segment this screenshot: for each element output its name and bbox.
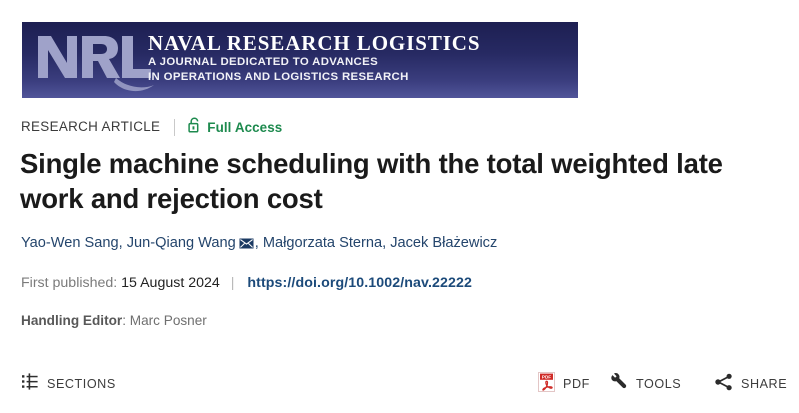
share-button[interactable]: SHARE — [714, 372, 787, 396]
author-name[interactable]: Yao-Wen Sang — [21, 235, 119, 251]
pdf-label: PDF — [563, 377, 590, 391]
share-nodes-icon — [714, 373, 733, 396]
type-divider — [174, 118, 176, 136]
handling-editor-label: Handling Editor — [21, 313, 123, 328]
open-lock-icon — [188, 116, 201, 138]
sections-button[interactable]: SECTIONS — [22, 372, 116, 396]
author-name[interactable]: Jun-Qiang Wang — [126, 235, 236, 251]
full-access-badge: Full Access — [188, 116, 283, 138]
handling-editor-name: Marc Posner — [129, 313, 207, 328]
share-label: SHARE — [741, 377, 788, 391]
publication-row: First published: 15 August 2024 | https:… — [21, 273, 472, 293]
journal-tagline-line1: A JOURNAL DEDICATED TO ADVANCES — [148, 56, 379, 68]
envelope-icon[interactable] — [239, 235, 254, 255]
sections-label: SECTIONS — [47, 377, 116, 391]
author-list: Yao-Wen Sang, Jun-Qiang Wang , Małgorzat… — [21, 233, 497, 255]
pdf-icon: PDF — [538, 371, 555, 397]
tools-label: TOOLS — [636, 377, 682, 391]
article-type-row: RESEARCH ARTICLE Full Access — [21, 116, 283, 138]
pdf-button[interactable]: PDF PDF — [538, 371, 590, 397]
first-published-label: First published: — [21, 275, 118, 291]
page-title: Single machine scheduling with the total… — [20, 148, 723, 214]
nrl-lettermark-icon — [36, 26, 154, 96]
doi-link[interactable]: https://doi.org/10.1002/nav.22222 — [247, 275, 472, 291]
journal-name: NAVAL RESEARCH LOGISTICS — [148, 31, 481, 55]
author-name[interactable]: Jacek Błażewicz — [390, 235, 498, 251]
article-toolbar: SECTIONS PDF PDF TOOLS — [0, 368, 799, 406]
handling-editor-separator: : — [122, 313, 126, 328]
list-outline-icon — [22, 373, 39, 395]
tools-button[interactable]: TOOLS — [608, 372, 681, 396]
author-name[interactable]: Małgorzata Sterna — [262, 235, 383, 251]
handling-editor-row: Handling Editor: Marc Posner — [21, 311, 207, 330]
journal-banner[interactable]: NAVAL RESEARCH LOGISTICS A JOURNAL DEDIC… — [22, 22, 578, 98]
journal-banner-inner: NAVAL RESEARCH LOGISTICS A JOURNAL DEDIC… — [22, 22, 578, 98]
article-type-label: RESEARCH ARTICLE — [21, 119, 161, 134]
journal-tagline-line2: IN OPERATIONS AND LOGISTICS RESEARCH — [148, 70, 409, 83]
publication-separator: | — [230, 275, 235, 291]
svg-text:PDF: PDF — [542, 374, 551, 379]
first-published-date: 15 August 2024 — [121, 275, 220, 291]
wrench-icon — [608, 372, 628, 397]
banner-text-block: NAVAL RESEARCH LOGISTICS A JOURNAL DEDIC… — [148, 32, 480, 84]
full-access-label: Full Access — [207, 119, 283, 135]
